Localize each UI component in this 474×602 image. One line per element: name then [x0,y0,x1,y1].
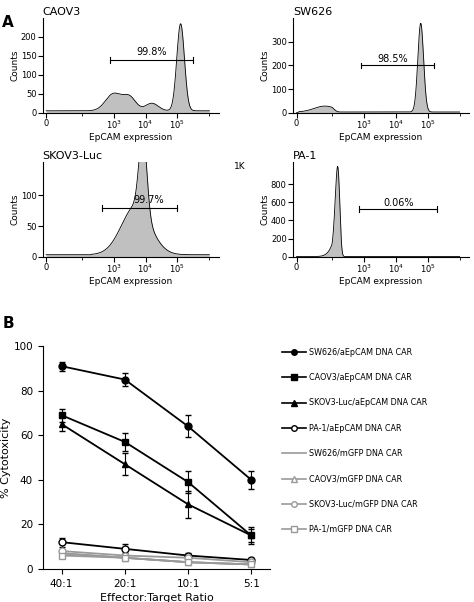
Text: 99.7%: 99.7% [133,196,164,205]
Text: A: A [2,15,14,30]
Text: PA-1/mGFP DNA CAR: PA-1/mGFP DNA CAR [309,525,392,533]
Text: SKOV3-Luc/mGFP DNA CAR: SKOV3-Luc/mGFP DNA CAR [309,500,418,508]
Y-axis label: Counts: Counts [261,49,269,81]
Text: SKOV3-Luc/aEpCAM DNA CAR: SKOV3-Luc/aEpCAM DNA CAR [309,399,427,407]
Text: SKOV3-Luc: SKOV3-Luc [43,151,103,161]
X-axis label: Effector:Target Ratio: Effector:Target Ratio [100,593,213,602]
X-axis label: EpCAM expression: EpCAM expression [339,276,423,285]
X-axis label: EpCAM expression: EpCAM expression [89,132,173,141]
Text: 0.06%: 0.06% [384,198,414,208]
X-axis label: EpCAM expression: EpCAM expression [339,132,423,141]
Text: 99.8%: 99.8% [137,47,167,57]
Text: SW626/mGFP DNA CAR: SW626/mGFP DNA CAR [309,449,402,458]
Text: 98.5%: 98.5% [377,54,408,64]
Text: CAOV3/aEpCAM DNA CAR: CAOV3/aEpCAM DNA CAR [309,373,412,382]
X-axis label: EpCAM expression: EpCAM expression [89,276,173,285]
Text: B: B [2,316,14,331]
Y-axis label: % Cytotoxicity: % Cytotoxicity [0,417,10,498]
Y-axis label: Counts: Counts [261,193,269,225]
Text: 1K: 1K [234,162,246,171]
Text: CAOV3: CAOV3 [43,7,81,17]
Y-axis label: Counts: Counts [10,49,19,81]
Y-axis label: Counts: Counts [10,193,19,225]
Text: PA-1/aEpCAM DNA CAR: PA-1/aEpCAM DNA CAR [309,424,401,432]
Text: PA-1: PA-1 [293,151,318,161]
Text: CAOV3/mGFP DNA CAR: CAOV3/mGFP DNA CAR [309,474,402,483]
Text: SW626: SW626 [293,7,332,17]
Text: SW626/aEpCAM DNA CAR: SW626/aEpCAM DNA CAR [309,348,412,356]
